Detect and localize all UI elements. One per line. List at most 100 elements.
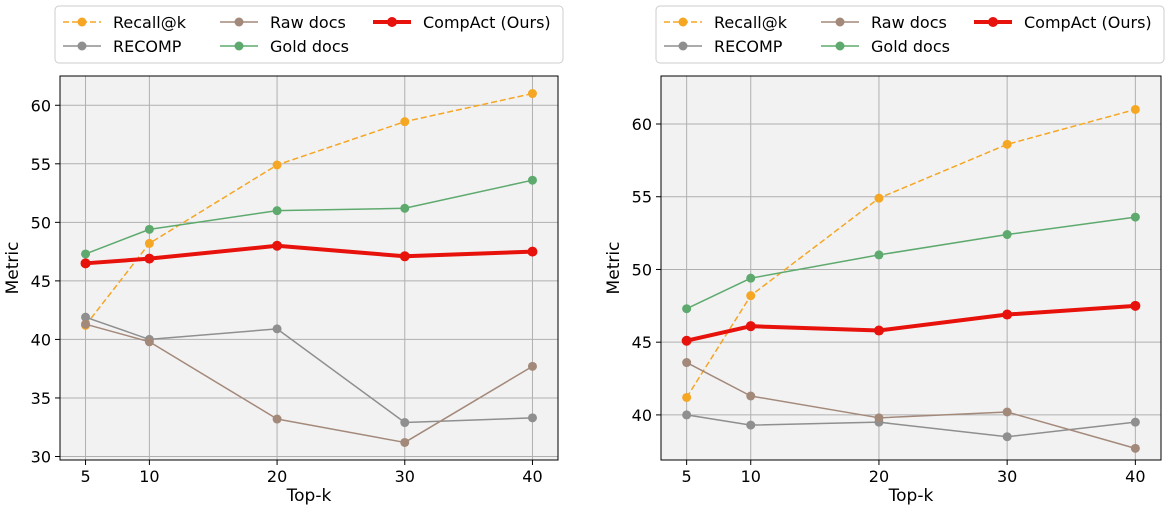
data-point: [1002, 432, 1012, 442]
legend-swatch-marker: [678, 41, 688, 51]
data-point: [272, 324, 282, 334]
data-point: [81, 319, 91, 329]
data-point: [400, 437, 410, 447]
x-axis-label: Top-k: [888, 486, 934, 506]
y-tick-label: 30: [31, 447, 51, 466]
data-point: [144, 253, 155, 264]
data-point: [81, 249, 91, 259]
legend-label: Gold docs: [270, 37, 349, 56]
axes-frame: [59, 75, 559, 461]
legend-label: CompAct (Ours): [423, 13, 551, 32]
legend-swatch-marker: [234, 41, 244, 51]
chart-1: 5 10 20 30 40 30 35 40 45 50 55 60 Top-k Metric Recall…: [3, 5, 564, 506]
legend-box: [655, 5, 1165, 64]
data-point: [1002, 139, 1012, 149]
data-point: [272, 414, 282, 424]
data-point: [874, 413, 884, 423]
series-compact-ours: [80, 240, 538, 269]
series-compact-ours: [681, 300, 1141, 346]
x-tick-label: 5: [682, 467, 692, 486]
legend-item: Recall@k: [664, 13, 788, 32]
data-point: [527, 246, 538, 257]
x-tick-label: 30: [395, 467, 415, 486]
data-point: [81, 312, 91, 322]
data-point: [527, 175, 537, 185]
series-raw-docs: [81, 319, 537, 447]
data-point: [682, 304, 692, 314]
legend-label: Raw docs: [270, 13, 346, 32]
y-tick-label: 60: [632, 115, 652, 134]
x-tick-label: 20: [267, 467, 287, 486]
legend-label: Gold docs: [871, 37, 950, 56]
legend-swatch-marker: [678, 17, 688, 27]
legend-label: Recall@k: [113, 13, 187, 32]
legend-item: Raw docs: [220, 13, 346, 32]
legend-box: [54, 5, 564, 64]
data-point: [874, 250, 884, 260]
chart-2: 5 10 20 30 40 40 45 50 55 60 Top-k Metric Recall@k RE…: [604, 5, 1165, 506]
data-point: [1130, 443, 1140, 453]
data-point: [400, 418, 410, 428]
data-point: [746, 273, 756, 283]
legend-item: RECOMP: [664, 37, 783, 56]
legend-swatch-marker: [835, 17, 845, 27]
legend-item: Raw docs: [821, 13, 947, 32]
x-tick-label: 10: [139, 467, 159, 486]
series-gold-docs: [81, 175, 537, 259]
data-point: [272, 160, 282, 170]
data-point: [1130, 300, 1141, 311]
data-point: [1002, 230, 1012, 240]
legend-item: Gold docs: [220, 37, 349, 56]
legend-item: Recall@k: [63, 13, 187, 32]
y-tick-label: 45: [31, 272, 51, 291]
y-tick-label: 55: [632, 188, 652, 207]
x-axis-label: Top-k: [286, 486, 332, 506]
data-point: [682, 358, 692, 368]
legend-label: CompAct (Ours): [1024, 13, 1152, 32]
legend-label: Recall@k: [714, 13, 788, 32]
y-axis-label: Metric: [604, 242, 624, 295]
y-tick-label: 55: [31, 155, 51, 174]
legend-label: RECOMP: [714, 37, 783, 56]
legend-swatch-marker: [234, 17, 244, 27]
data-point: [527, 413, 537, 423]
series-gold-docs: [682, 212, 1140, 314]
y-tick-label: 40: [632, 406, 652, 425]
legend-swatch-marker: [77, 17, 87, 27]
y-tick-label: 45: [632, 333, 652, 352]
legend-item: Gold docs: [821, 37, 950, 56]
x-tick-label: 30: [997, 467, 1017, 486]
data-point: [746, 420, 756, 430]
plot-area: [661, 76, 1161, 460]
data-point: [746, 291, 756, 301]
legend-swatch-marker: [387, 17, 397, 27]
data-point: [527, 361, 537, 371]
data-point: [400, 117, 410, 127]
y-axis-label: Metric: [3, 242, 23, 295]
data-point: [272, 240, 283, 251]
data-point: [681, 335, 692, 346]
y-tick-label: 50: [31, 213, 51, 232]
data-point: [682, 410, 692, 420]
data-point: [527, 89, 537, 99]
data-point: [144, 224, 154, 234]
legend-swatch-marker: [835, 41, 845, 51]
data-point: [1002, 407, 1012, 417]
legend: Recall@k RECOMP Raw docs Gold docs CompAct (…: [54, 5, 564, 64]
legend-item: RECOMP: [63, 37, 182, 56]
data-point: [399, 251, 410, 262]
data-point: [745, 321, 756, 332]
legend-item: CompAct (Ours): [974, 13, 1152, 32]
y-tick-label: 35: [31, 389, 51, 408]
data-point: [1130, 104, 1140, 114]
series-raw-docs: [682, 358, 1140, 453]
data-point: [1130, 212, 1140, 222]
series-recall-k: [682, 104, 1140, 402]
legend-label: Raw docs: [871, 13, 947, 32]
x-tick-label: 5: [80, 467, 90, 486]
x-tick-label: 20: [869, 467, 889, 486]
y-tick-label: 60: [31, 96, 51, 115]
data-point: [144, 337, 154, 347]
data-point: [682, 392, 692, 402]
